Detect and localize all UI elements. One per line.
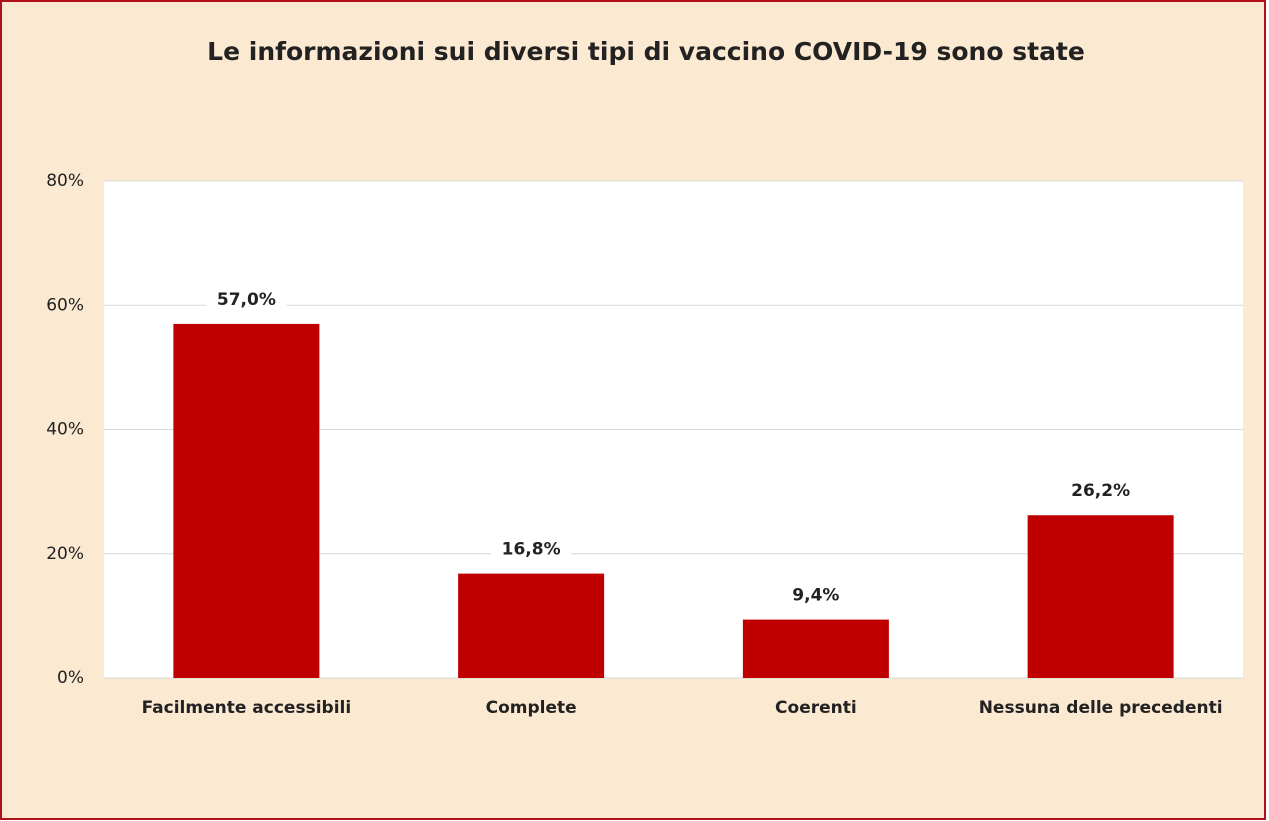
x-tick-label: Facilmente accessibili: [142, 698, 352, 718]
value-label-background: [206, 286, 287, 313]
y-tick-label: 80%: [46, 171, 84, 191]
value-label-background: [1060, 478, 1141, 505]
x-tick-label: Coerenti: [775, 698, 857, 718]
value-label: 16,8%: [502, 540, 561, 560]
y-tick-label: 20%: [46, 544, 84, 564]
bar: [1027, 515, 1174, 678]
x-tick-label: Complete: [486, 698, 577, 718]
bar: [458, 573, 605, 678]
x-tick-label: Nessuna delle precedenti: [979, 698, 1223, 718]
y-tick-label: 60%: [46, 295, 84, 315]
y-tick-label: 40%: [46, 420, 84, 440]
value-label: 26,2%: [1071, 481, 1130, 501]
chart-title: Le informazioni sui diversi tipi di vacc…: [207, 37, 1085, 66]
y-tick-label: 0%: [57, 668, 84, 688]
value-label: 9,4%: [792, 586, 839, 606]
bar: [742, 619, 889, 678]
value-label: 57,0%: [217, 290, 276, 310]
value-label-background: [775, 582, 856, 609]
value-label-background: [491, 536, 572, 563]
bar: [173, 323, 320, 678]
